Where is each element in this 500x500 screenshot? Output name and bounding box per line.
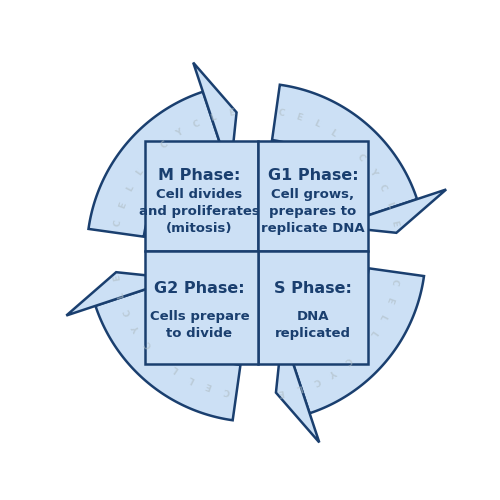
Text: C: C bbox=[312, 375, 321, 386]
Text: L: L bbox=[134, 167, 145, 177]
Text: E: E bbox=[277, 387, 284, 397]
Polygon shape bbox=[276, 331, 320, 442]
Text: E: E bbox=[228, 108, 235, 118]
Text: L: L bbox=[116, 291, 126, 300]
Text: DNA
replicated: DNA replicated bbox=[275, 310, 351, 340]
Text: C: C bbox=[160, 139, 170, 150]
Text: L: L bbox=[187, 373, 196, 384]
Text: Cell grows,
prepares to
replicate DNA: Cell grows, prepares to replicate DNA bbox=[261, 188, 365, 235]
Text: E: E bbox=[390, 219, 400, 227]
Text: Y: Y bbox=[367, 167, 378, 177]
Text: Cells prepare
to divide: Cells prepare to divide bbox=[150, 310, 250, 340]
Text: G1 Phase:: G1 Phase: bbox=[268, 168, 358, 183]
Polygon shape bbox=[96, 288, 240, 420]
Text: C: C bbox=[113, 219, 123, 228]
Text: C: C bbox=[390, 278, 400, 286]
Polygon shape bbox=[272, 84, 417, 216]
Text: G2 Phase:: G2 Phase: bbox=[154, 282, 245, 296]
Polygon shape bbox=[88, 92, 220, 236]
Text: C: C bbox=[122, 308, 134, 318]
FancyBboxPatch shape bbox=[144, 250, 258, 364]
Text: C: C bbox=[356, 152, 366, 163]
Polygon shape bbox=[335, 190, 446, 233]
Text: C: C bbox=[192, 119, 201, 130]
Text: C: C bbox=[376, 183, 388, 193]
Text: L: L bbox=[312, 119, 321, 130]
Text: L: L bbox=[171, 364, 180, 374]
Text: Cell divides
and proliferates
(mitosis): Cell divides and proliferates (mitosis) bbox=[139, 188, 260, 235]
Text: L: L bbox=[384, 201, 395, 209]
Text: L: L bbox=[328, 128, 338, 138]
Text: L: L bbox=[210, 112, 218, 123]
Text: L: L bbox=[368, 328, 378, 338]
Text: C: C bbox=[142, 338, 154, 349]
Polygon shape bbox=[193, 62, 236, 174]
Text: E: E bbox=[384, 296, 395, 304]
Polygon shape bbox=[66, 272, 178, 316]
Text: E: E bbox=[118, 200, 128, 209]
Text: C: C bbox=[342, 355, 353, 366]
Text: C: C bbox=[277, 108, 285, 118]
Text: Y: Y bbox=[132, 324, 142, 334]
Polygon shape bbox=[292, 268, 424, 414]
Text: E: E bbox=[204, 380, 214, 391]
Text: Y: Y bbox=[328, 366, 338, 377]
Text: Y: Y bbox=[175, 128, 185, 139]
Text: L: L bbox=[377, 312, 388, 322]
Text: L: L bbox=[295, 382, 303, 392]
Text: M Phase:: M Phase: bbox=[158, 168, 240, 183]
FancyBboxPatch shape bbox=[258, 141, 368, 250]
Text: E: E bbox=[112, 274, 122, 281]
Text: L: L bbox=[125, 184, 136, 192]
Text: S Phase:: S Phase: bbox=[274, 282, 352, 296]
FancyBboxPatch shape bbox=[144, 141, 258, 250]
FancyBboxPatch shape bbox=[258, 250, 368, 364]
Text: C: C bbox=[222, 386, 231, 396]
Text: E: E bbox=[294, 112, 303, 123]
